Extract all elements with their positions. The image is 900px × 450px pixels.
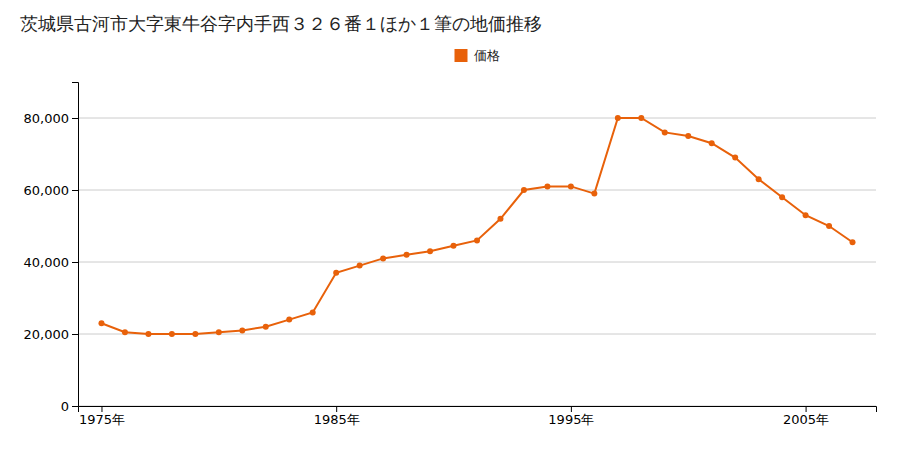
y-tick-mark — [72, 190, 78, 191]
grid-line — [78, 190, 876, 191]
y-axis-line — [72, 83, 79, 407]
x-tick-mark — [336, 406, 337, 412]
y-tick-label: 80,000 — [24, 111, 70, 126]
point — [98, 320, 104, 326]
point — [709, 140, 715, 146]
y-tick-mark — [72, 118, 78, 119]
point — [404, 252, 410, 258]
point — [497, 216, 503, 222]
grid — [78, 118, 876, 406]
y-tick-mark — [72, 262, 78, 263]
x-tick-label: 2005年 — [783, 412, 829, 427]
x-tick: 1995年 — [548, 406, 594, 427]
point — [145, 331, 151, 337]
marks — [98, 115, 855, 337]
point — [685, 133, 691, 139]
grid-line — [78, 262, 876, 263]
y-tick-label: 40,000 — [24, 255, 70, 270]
point — [732, 155, 738, 161]
y-axis: 0 20,000 40,000 60,000 80,000 — [24, 83, 79, 414]
x-tick: 2005年 — [783, 406, 829, 427]
point — [192, 331, 198, 337]
point — [427, 248, 433, 254]
y-tick-mark — [72, 334, 78, 335]
point — [239, 327, 245, 333]
legend-swatch — [455, 49, 468, 62]
x-tick-mark — [806, 406, 807, 412]
point — [380, 255, 386, 261]
point — [779, 194, 785, 200]
legend-item: 価格 — [455, 48, 500, 63]
point — [850, 239, 856, 245]
point — [662, 129, 668, 135]
x-axis-line — [79, 407, 877, 413]
legend-label: 価格 — [474, 48, 500, 63]
point — [263, 324, 269, 330]
point — [803, 212, 809, 218]
point — [638, 115, 644, 121]
point — [310, 309, 316, 315]
y-tick: 20,000 — [24, 327, 79, 342]
point — [216, 329, 222, 335]
x-tick: 1975年 — [79, 406, 125, 427]
point — [544, 183, 550, 189]
point — [474, 237, 480, 243]
point — [591, 191, 597, 197]
point — [286, 317, 292, 323]
y-tick: 60,000 — [24, 183, 79, 198]
x-tick-label: 1985年 — [314, 412, 360, 427]
point — [756, 176, 762, 182]
chart: 茨城県古河市大字東牛谷字内手西３２６番１ほか１筆の地価推移1975年1985年1… — [0, 0, 900, 450]
y-tick-mark — [72, 406, 78, 407]
title: 茨城県古河市大字東牛谷字内手西３２６番１ほか１筆の地価推移 — [20, 13, 542, 34]
point — [122, 329, 128, 335]
y-tick: 0 — [61, 399, 78, 414]
point — [615, 115, 621, 121]
y-tick: 80,000 — [24, 111, 79, 126]
y-tick-label: 20,000 — [24, 327, 70, 342]
point — [521, 187, 527, 193]
point — [826, 223, 832, 229]
grid-line — [78, 118, 876, 119]
y-tick: 40,000 — [24, 255, 79, 270]
point — [451, 243, 457, 249]
point — [333, 270, 339, 276]
x-tick-mark — [571, 406, 572, 412]
x-axis: 1975年 1985年 1995年 2005年 — [79, 406, 877, 427]
x-tick-label: 1995年 — [548, 412, 594, 427]
y-tick-label: 0 — [61, 399, 69, 414]
plot: 1975年 1985年 1995年 2005年 0 20,000 40,000 60,000 8… — [24, 83, 877, 428]
y-tick-label: 60,000 — [24, 183, 70, 198]
point — [357, 263, 363, 269]
x-tick-mark — [101, 406, 102, 412]
legend: 価格 — [455, 48, 500, 63]
x-tick-label: 1975年 — [79, 412, 125, 427]
x-tick: 1985年 — [314, 406, 360, 427]
point — [568, 183, 574, 189]
line — [101, 118, 852, 334]
point — [169, 331, 175, 337]
